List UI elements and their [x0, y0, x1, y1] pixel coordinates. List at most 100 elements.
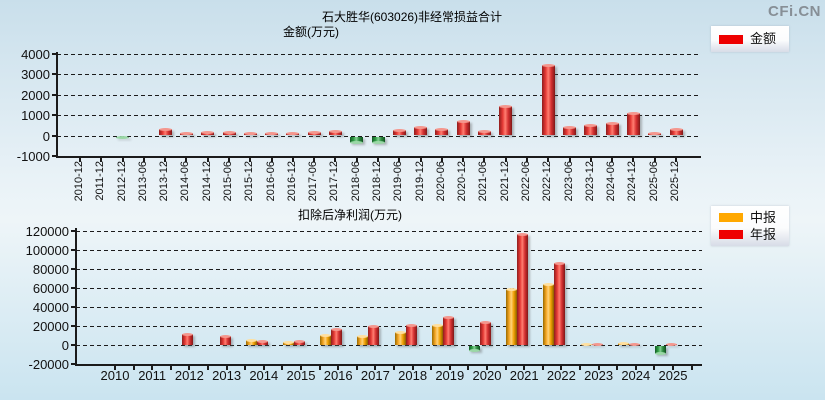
bar-年报-2017	[368, 325, 380, 345]
bar-年报-2020	[480, 320, 491, 345]
chart2-title-block: 扣除后净利润(万元)	[298, 208, 402, 223]
gridline	[76, 345, 702, 346]
bar-中报-2020	[469, 346, 480, 353]
bar-金额-2025-12	[669, 128, 683, 136]
bar-cap	[414, 126, 428, 130]
legend-label-amount: 金额	[750, 31, 777, 46]
x-axis-tick	[142, 158, 145, 162]
x-axis-minor-tick	[244, 366, 247, 370]
y-axis-tick	[71, 287, 76, 289]
bar-金额-2019-06	[392, 128, 406, 136]
x-axis-tick	[419, 158, 422, 162]
x-axis-minor-tick	[430, 366, 433, 370]
bar-年报-2014	[256, 339, 268, 345]
bar-cap	[368, 325, 380, 329]
bar-cap	[584, 123, 598, 127]
chart2-title: 扣除后净利润(万元)	[298, 208, 402, 222]
y-axis-label: 40000	[32, 300, 69, 315]
y-axis-label: 100000	[25, 243, 69, 258]
legend-swatch-interim	[719, 213, 743, 222]
bar-cap	[371, 140, 385, 144]
x-axis-minor-tick	[690, 366, 693, 370]
y-axis-tick	[52, 134, 57, 137]
gridline	[57, 94, 701, 96]
x-axis-tick	[486, 366, 488, 370]
x-axis-tick	[79, 158, 81, 162]
x-axis-tick	[100, 158, 103, 162]
bar-cap	[182, 332, 194, 336]
bar-金额-2015-12	[243, 131, 257, 136]
bar-年报-2012	[182, 332, 194, 345]
bar-cap	[222, 131, 236, 135]
bar-中报-2023	[580, 342, 592, 346]
y-axis-tick	[71, 325, 76, 327]
bar-金额-2024-06	[605, 121, 619, 136]
bar-年报-2022	[554, 262, 566, 345]
bar-中报-2018	[394, 331, 406, 345]
gridline	[76, 288, 702, 289]
x-axis-tick	[270, 158, 273, 162]
x-axis-tick	[334, 158, 337, 162]
y-axis-tick	[71, 268, 76, 270]
bar-金额-2017-06	[307, 131, 321, 136]
legend-row-interim: 中报	[719, 210, 781, 225]
cfi-logo: CFi.CN	[768, 3, 821, 20]
bar-cap	[357, 335, 369, 339]
x-axis-tick	[355, 158, 358, 162]
x-axis-tick	[151, 366, 154, 370]
x-axis-tick	[483, 158, 486, 162]
x-axis-minor-tick	[616, 366, 619, 370]
chart-nonrecurring-pnl: 4000 3000 2000 1000 0 -1000 2010-12 2011-12 2012…	[17, 48, 701, 201]
bar-cap	[219, 335, 231, 339]
bar-cap	[158, 127, 172, 131]
y-axis-tick	[71, 344, 76, 346]
bar-cap	[243, 131, 257, 135]
x-axis	[75, 364, 702, 366]
y-axis-tick	[52, 114, 57, 116]
bar-金额-2019-12	[414, 126, 428, 136]
x-axis-tick	[504, 158, 507, 162]
bar-金额-2022-12	[541, 63, 555, 136]
bar-中报-2021	[506, 288, 518, 345]
bar-年报-2023	[591, 342, 603, 346]
bar-金额-2018-12	[371, 136, 385, 144]
y-axis-label: 2000	[21, 87, 50, 103]
x-axis-tick	[632, 158, 635, 162]
x-axis-tick	[121, 158, 124, 162]
x-axis-tick	[411, 366, 414, 370]
x-axis-tick	[398, 158, 401, 162]
x-axis-label: 2021	[509, 368, 539, 383]
x-axis-label: 2023	[584, 368, 614, 383]
legend-row-amount: 金额	[719, 32, 781, 46]
bar-年报-2018	[405, 324, 417, 345]
x-axis-minor-tick	[653, 366, 656, 370]
x-axis	[56, 156, 701, 158]
bar-年报-2019	[442, 315, 454, 345]
x-axis-tick	[634, 366, 637, 370]
bar-cap	[328, 129, 342, 133]
x-axis-tick	[597, 366, 600, 370]
bar-cap	[617, 341, 629, 345]
x-axis-label: 2024	[621, 368, 651, 383]
x-axis-minor-tick	[579, 366, 581, 370]
bar-cap	[442, 315, 454, 319]
bar-cap	[554, 262, 566, 266]
x-axis-tick	[589, 158, 592, 162]
y-axis-tick	[52, 52, 57, 55]
x-axis-label: 2012	[174, 368, 204, 383]
bar-金额-2013-12	[158, 127, 172, 136]
x-axis-minor-tick	[393, 366, 395, 370]
x-axis-label: 2017	[360, 368, 390, 383]
x-axis-tick	[164, 158, 167, 162]
gridline	[76, 326, 702, 327]
x-axis-tick	[374, 366, 377, 370]
x-axis-tick	[611, 158, 614, 162]
x-axis-label: 2013	[212, 368, 242, 383]
gridline	[76, 231, 702, 232]
bar-中报-2016	[320, 333, 332, 345]
bar-年报-2013	[219, 335, 231, 345]
x-axis-tick	[313, 158, 316, 162]
x-axis-minor-tick	[504, 366, 507, 370]
x-axis-label: 2018	[398, 368, 428, 383]
bar-金额-2018-06	[350, 136, 364, 144]
